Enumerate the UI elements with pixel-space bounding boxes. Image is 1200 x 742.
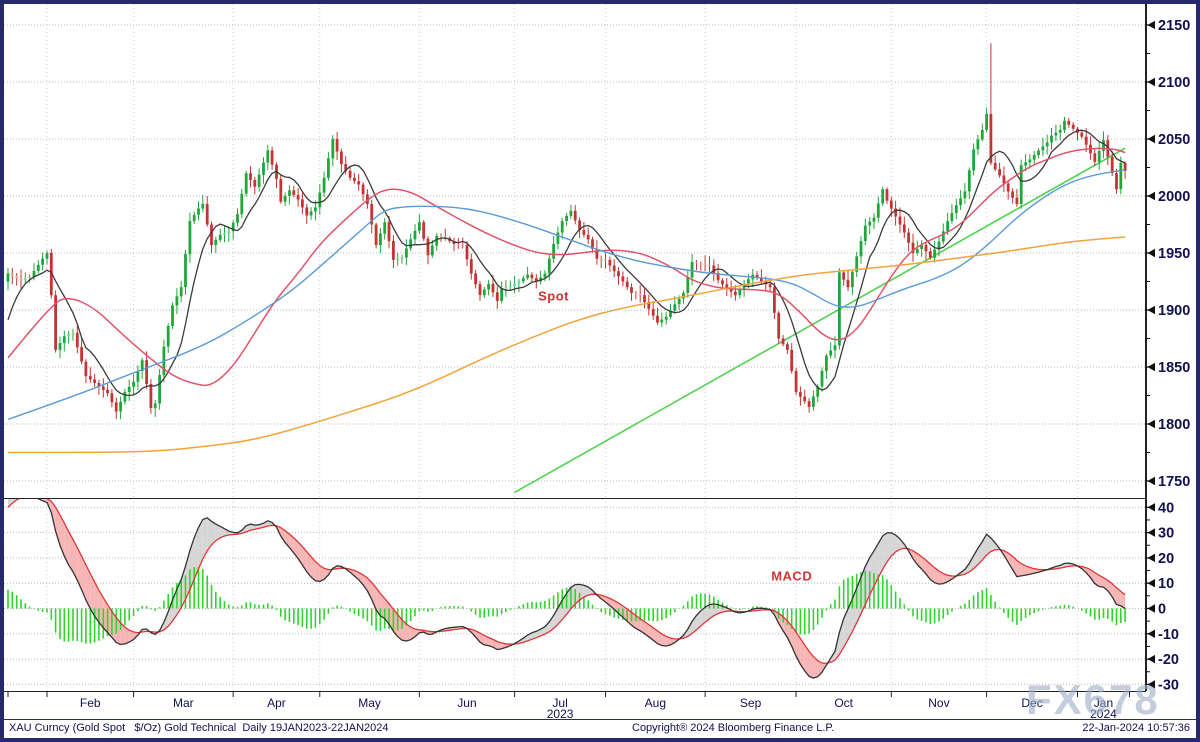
bloomberg-gold-chart-window: 1750 1800 1850 1900 1950 2000 2050 2100 2150 -30 -…	[0, 0, 1200, 742]
svg-text:Mar: Mar	[173, 696, 194, 710]
svg-text:2150: 2150	[1158, 18, 1190, 34]
spot-series-label: Spot	[538, 289, 569, 304]
svg-text:Nov: Nov	[928, 696, 949, 710]
svg-text:1950: 1950	[1158, 246, 1190, 262]
svg-text:1800: 1800	[1158, 417, 1190, 433]
status-copyright: Copyright® 2024 Bloomberg Finance L.P.	[632, 722, 834, 734]
svg-text:Aug: Aug	[645, 696, 666, 710]
right-price-axis: 1750 1800 1850 1900 1950 2000 2050 2100 2150 -30 -…	[1146, 4, 1196, 719]
svg-text:1900: 1900	[1158, 303, 1190, 319]
svg-text:2050: 2050	[1158, 132, 1190, 148]
fx678-watermark: FX678	[1026, 676, 1160, 724]
svg-text:20: 20	[1158, 551, 1174, 567]
svg-text:0: 0	[1158, 602, 1166, 618]
svg-text:30: 30	[1158, 526, 1174, 542]
status-bar: XAU Curncy (Gold Spot $/Oz) Gold Technic…	[4, 719, 1196, 739]
svg-text:May: May	[358, 696, 381, 710]
svg-text:Sep: Sep	[740, 696, 762, 710]
svg-text:-10: -10	[1158, 627, 1179, 643]
x-axis-months: FebMarAprMayJunJulAugSepOctNovDecJan2023…	[4, 691, 1146, 719]
svg-text:40: 40	[1158, 500, 1174, 516]
svg-text:1850: 1850	[1158, 360, 1190, 376]
macd-panel-chart[interactable]	[4, 498, 1146, 691]
svg-text:2023: 2023	[547, 707, 574, 719]
svg-text:Oct: Oct	[834, 696, 853, 710]
svg-text:-30: -30	[1158, 677, 1179, 693]
svg-text:Apr: Apr	[267, 696, 286, 710]
status-security-description: XAU Curncy (Gold Spot $/Oz) Gold Technic…	[9, 722, 388, 734]
svg-text:-20: -20	[1158, 652, 1179, 668]
svg-text:10: 10	[1158, 576, 1174, 592]
svg-text:1750: 1750	[1158, 474, 1190, 490]
macd-series-label: MACD	[771, 568, 812, 583]
svg-text:Jun: Jun	[457, 696, 476, 710]
svg-text:2000: 2000	[1158, 189, 1190, 205]
svg-text:2100: 2100	[1158, 75, 1190, 91]
price-panel-chart[interactable]	[4, 4, 1146, 498]
svg-text:Feb: Feb	[80, 696, 101, 710]
